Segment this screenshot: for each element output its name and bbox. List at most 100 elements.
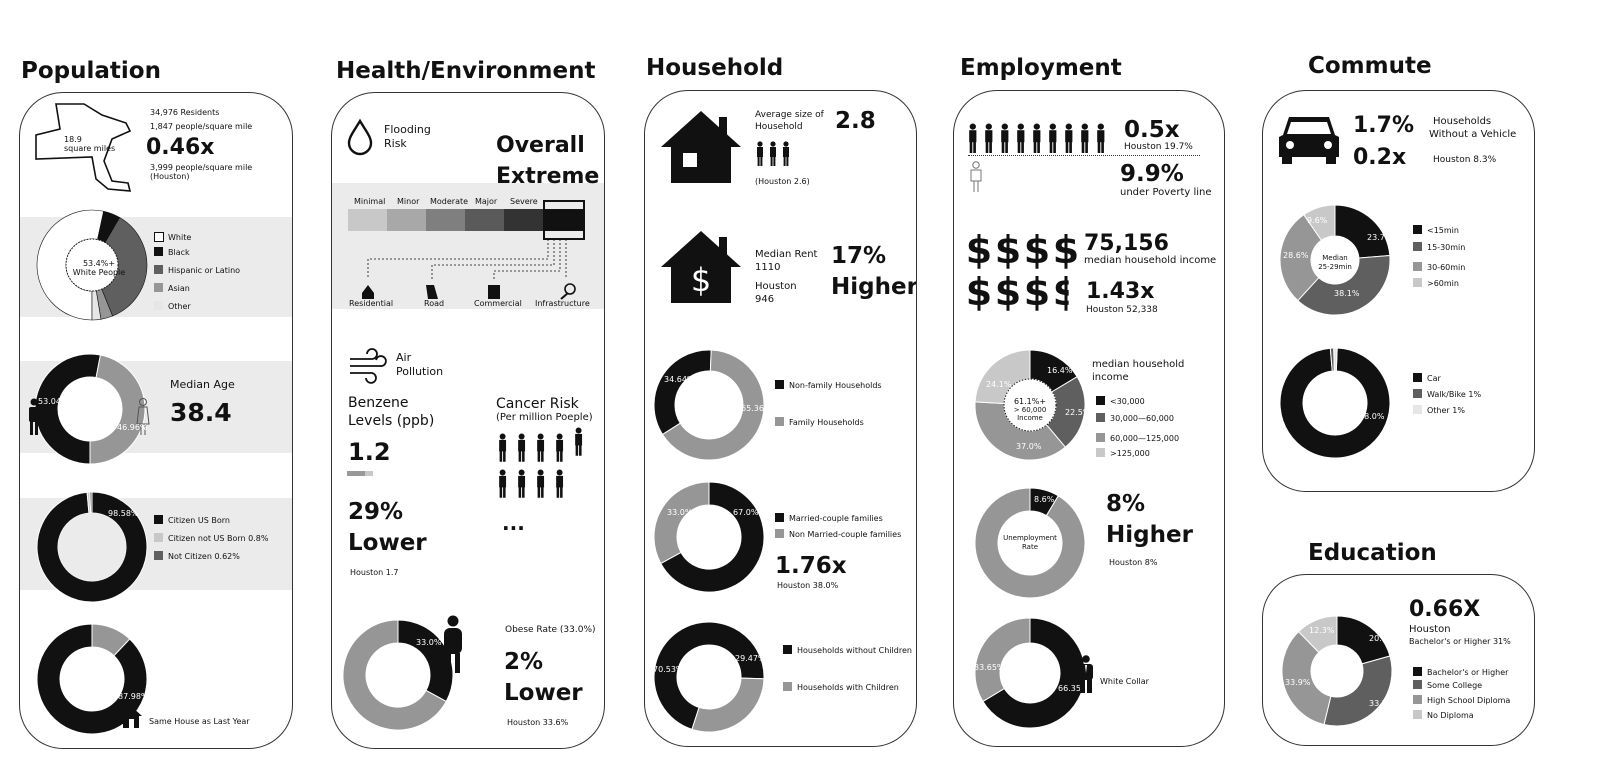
race-label-hispanic: 35.5% <box>39 261 65 270</box>
cancer-people-icons <box>499 427 583 498</box>
income-donut <box>974 349 1086 461</box>
obese-cmp-1: 2% <box>504 649 544 675</box>
household-title: Household <box>646 55 784 81</box>
obese-cmp-2: Lower <box>504 680 583 706</box>
person-icon <box>575 427 583 456</box>
donut-married-hole <box>677 505 741 569</box>
male-icon <box>29 398 39 435</box>
education-title: Education <box>1308 540 1437 566</box>
legend-family: Family Households <box>789 418 864 427</box>
time-label-3: 28.6% <box>1283 251 1309 260</box>
age-label-female: 46.96% <box>117 423 148 432</box>
inc-title-1: median household <box>1092 359 1185 370</box>
dollar-icon: $ <box>966 270 992 314</box>
legend-non-married: Non Married-couple families <box>789 530 902 539</box>
legend-car: Car <box>1427 374 1441 383</box>
donut-child-hole <box>677 645 741 709</box>
white-collar-donut <box>974 617 1086 729</box>
dollar-icon: $ <box>995 228 1021 272</box>
race-center-sub: White People <box>72 268 126 277</box>
poverty-pct: 9.9% <box>1120 161 1184 187</box>
donut-nf-hole <box>675 371 743 439</box>
time-center-2: 25-29min <box>1318 263 1352 271</box>
married-cmp: 1.76x <box>775 553 847 579</box>
legend-edu-3: High School Diploma <box>1427 696 1511 705</box>
children-donut <box>653 621 765 733</box>
map-area-unit: square miles <box>64 144 116 153</box>
married-label-married: 67.0% <box>733 508 759 517</box>
obese-houston: Houston 33.6% <box>507 718 569 727</box>
commute-panel: 1.7% 0.2x Households Without a Vehicle H… <box>1262 90 1535 492</box>
car-icon <box>1279 117 1339 164</box>
person-icon <box>1065 123 1073 153</box>
rent-houston-label: Houston <box>755 281 797 292</box>
person-icon <box>537 433 545 462</box>
legend-edu-2: Some College <box>1427 681 1483 690</box>
legend-citizen-not-us-born: Citizen not US Born 0.8% <box>168 534 269 543</box>
rent-cmp-1: 17% <box>831 243 887 269</box>
density-ratio: 0.46x <box>146 135 215 160</box>
married-houston: Houston 38.0% <box>777 581 839 590</box>
inc-label-2: 22.5% <box>1065 408 1091 417</box>
legend-other-mode: Other 1% <box>1427 406 1465 415</box>
legend-time-4: >60min <box>1427 279 1459 288</box>
person-icon <box>499 469 507 498</box>
residents: 34,976 Residents <box>150 108 220 117</box>
legend-married: Married-couple families <box>789 514 883 523</box>
legend-time-2: 15-30min <box>1427 243 1466 252</box>
unemp-label: 8.6% <box>1034 495 1055 504</box>
obese-donut <box>342 619 454 731</box>
child-label-without: 70.53% <box>653 665 684 674</box>
income-houston: Houston 52,338 <box>1086 305 1158 315</box>
obese-label: Obese Rate (33.0%) <box>505 625 596 635</box>
time-center-1: Median <box>1322 254 1348 262</box>
age-donut <box>34 353 146 465</box>
employment-title: Employment <box>960 55 1122 81</box>
poverty-houston: Houston 19.7% <box>1124 142 1193 152</box>
dollar-icons: $ $ $ $$ $ $ $ <box>966 228 1079 314</box>
health-panel: Flooding Risk Overall Extreme Minimal Mi… <box>331 92 605 749</box>
legend-inc-2: 30,000—60,000 <box>1110 414 1174 423</box>
race-center: 53.4%+ <box>82 259 116 268</box>
unemp-cmp-1: 8% <box>1106 491 1146 517</box>
cancer-more: ... <box>502 511 525 535</box>
donut-income-hole <box>1003 378 1057 432</box>
donut-age-hole <box>58 377 122 441</box>
unemp-cmp-2: Higher <box>1106 522 1193 548</box>
person-icon <box>1081 123 1089 153</box>
scale-severe: Severe <box>510 197 538 206</box>
drop-icon <box>347 118 373 156</box>
extreme-label: Extreme <box>496 164 600 189</box>
married-donut <box>653 481 765 593</box>
same-house-label: 87.98% <box>118 692 149 701</box>
rent-label: Median Rent <box>755 249 818 260</box>
dollar-icon: $ <box>1053 228 1079 272</box>
donut-collar-hole <box>1000 643 1060 703</box>
rent-houston-value: 946 <box>755 294 775 305</box>
area-map <box>35 103 132 192</box>
legend-nonfamily: Non-family Households <box>789 381 882 390</box>
donut-mode-slice-2 <box>1333 347 1338 372</box>
air-label: Air Pollution <box>396 351 444 378</box>
edu-label-1: 20.6% <box>1369 634 1395 643</box>
donut-citizen-hole <box>58 513 126 581</box>
age-label-male: 53.04% <box>38 397 69 406</box>
donut-mode-hole <box>1303 371 1367 435</box>
person-icon <box>518 469 526 498</box>
edu-label-3: 33.9% <box>1285 678 1311 687</box>
inc-label-3: 37.0% <box>1016 442 1042 451</box>
veh-ratio: 0.2x <box>1353 145 1407 170</box>
citizen-donut <box>36 491 148 603</box>
rent-cmp-2: Higher <box>831 274 917 300</box>
child-label-with: 29.47% <box>735 654 766 663</box>
obese-pct-label: 33.0% <box>416 638 442 647</box>
population-title: Population <box>21 58 161 84</box>
married-label-non: 33.0% <box>667 508 693 517</box>
legend-inc-4: >125,000 <box>1110 449 1150 458</box>
time-label-2: 38.1% <box>1334 289 1360 298</box>
commute-mode-donut <box>1279 347 1391 459</box>
donut-edu-hole <box>1311 645 1363 697</box>
scale-moderate: Moderate <box>430 197 469 206</box>
legend-edu-4: No Diploma <box>1427 711 1474 720</box>
legend-hispanic: Hispanic or Latino <box>168 266 241 275</box>
